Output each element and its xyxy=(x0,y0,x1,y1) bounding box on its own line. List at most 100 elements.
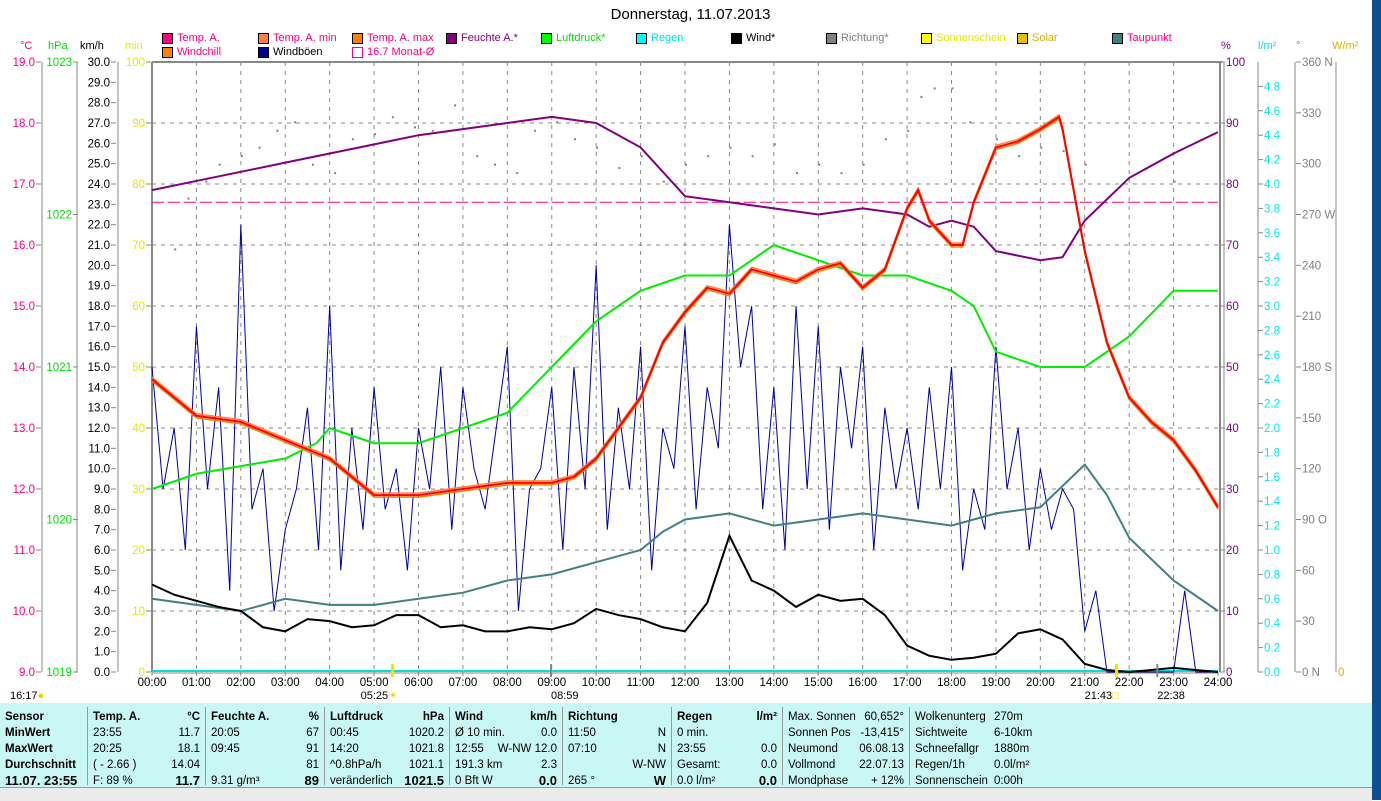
x-tick-label: 07:00 xyxy=(449,677,478,689)
legend-item: Temp. A. max xyxy=(352,32,434,44)
legend-label: 16.7 Monat-Ø xyxy=(367,46,435,58)
table-cell-row: veränderlich 1021.5 xyxy=(325,773,449,789)
table-header: Sensor xyxy=(0,709,87,725)
point-richtung xyxy=(454,104,457,107)
legend-swatch xyxy=(1112,32,1123,44)
point-richtung xyxy=(969,121,972,124)
point-richtung xyxy=(556,121,559,124)
cell-value: 1021.5 xyxy=(404,773,444,788)
table-cell-row: Schneefallgr 1880m xyxy=(910,741,1040,757)
axis-label-direction: 270 W xyxy=(1302,210,1335,222)
point-richtung xyxy=(920,95,923,98)
axis-label-rain: 0.4 xyxy=(1264,618,1281,630)
table-cell-row: 0.0 l/m² 0.0 xyxy=(672,773,782,789)
cell-value: 67 xyxy=(306,727,319,739)
point-richtung xyxy=(933,87,936,90)
table-column-humidity: Feuchte A.% 20:05 67 09:45 91 81 9.31 g/m³ 89 xyxy=(206,707,325,788)
axis-label-humidity: 60 xyxy=(1226,301,1239,313)
axis-label-wind: 19.0 xyxy=(88,281,110,293)
cell-value: 1021.8 xyxy=(408,743,444,755)
table-cell-row: 9.31 g/m³ 89 xyxy=(206,773,324,789)
column-header: Wind xyxy=(455,711,483,723)
table-header: Richtung xyxy=(563,709,671,725)
point-richtung xyxy=(294,121,297,124)
axis-label-minutes: 10 xyxy=(132,606,145,618)
axis-label-temp: 11.0 xyxy=(13,545,35,557)
series-luftdruck xyxy=(151,243,1218,490)
cell-label: 11:50 xyxy=(568,727,596,739)
x-tick-label: 10:00 xyxy=(582,677,611,689)
point-richtung xyxy=(240,155,243,158)
axis-label-minutes: 20 xyxy=(132,545,145,557)
cell-label: F: 89 % xyxy=(93,775,133,787)
cell-value: 0.0 xyxy=(761,743,777,755)
point-richtung xyxy=(640,155,643,158)
axis-label-rain: 1.6 xyxy=(1264,472,1280,484)
axis-label-direction: 60 xyxy=(1302,565,1315,577)
legend-swatch xyxy=(258,32,269,44)
legend-item: Temp. A. min xyxy=(258,32,337,44)
table-cell-row: 23:55 11.7 xyxy=(88,725,205,741)
axis-label-rain: 3.4 xyxy=(1264,252,1281,264)
unit-rain: l/m² xyxy=(1258,40,1277,52)
point-richtung xyxy=(662,180,665,183)
table-header: Wind km/h xyxy=(450,709,562,725)
table-column-sun: Max. Sonnen 60,652° Sonnen Pos -13,415° Neum… xyxy=(783,707,910,787)
point-richtung xyxy=(751,155,754,158)
point-richtung xyxy=(1173,180,1176,183)
axis-label-rain: 2.2 xyxy=(1264,399,1280,411)
unit-humidity: % xyxy=(1221,40,1231,52)
table-cell-row: 20:25 18.1 xyxy=(88,741,205,757)
column-header: Sensor xyxy=(5,711,44,723)
summary-panel: Sensor MinWert MaxWert Durchschnitt 11.07. 2… xyxy=(0,703,1372,789)
legend-swatch xyxy=(731,32,742,44)
series-feuchte-a xyxy=(151,115,1219,262)
point-richtung xyxy=(391,116,394,119)
table-cell-row: 07:10 N xyxy=(563,741,671,757)
legend-item: Wind* xyxy=(731,32,775,44)
cell-value: N xyxy=(657,743,666,755)
axis-label-rain: 1.0 xyxy=(1264,545,1280,557)
table-cell-row: Ø 10 min. 0.0 xyxy=(450,725,562,741)
cell-label: 20:25 xyxy=(93,743,122,755)
table-cell-row: Mondphase + 12% xyxy=(783,773,909,789)
unit-wind: km/h xyxy=(80,40,104,52)
cell-value: 1020.2 xyxy=(408,727,444,739)
axis-label-wind: 30.0 xyxy=(88,57,110,69)
table-cell-row: Sonnenschein 0:00h xyxy=(910,773,1040,789)
axis-label-rain: 0.6 xyxy=(1264,594,1280,606)
cell-label: Mondphase xyxy=(788,775,849,787)
table-cell-row: 0 min. xyxy=(672,725,782,741)
unit-direction: ° xyxy=(1296,40,1301,52)
axis-label-minutes: 0 xyxy=(139,667,145,679)
moonset-time: 22:38 xyxy=(1157,690,1185,702)
legend-swatch xyxy=(1017,32,1028,44)
axis-label-direction: 360 N xyxy=(1302,57,1333,69)
cell-label: Wolkenunterg xyxy=(915,711,986,723)
cell-value: + 12% xyxy=(871,775,904,787)
x-tick-label: 13:00 xyxy=(715,677,744,689)
axis-label-direction: 300 xyxy=(1302,159,1321,171)
axis-label-wind: 14.0 xyxy=(88,382,110,394)
x-tick-label: 23:00 xyxy=(1159,677,1188,689)
row-label-text: MaxWert xyxy=(5,743,53,755)
cell-label: 0 min. xyxy=(677,727,709,739)
column-header: Temp. A. xyxy=(93,711,141,723)
axis-label-humidity: 10 xyxy=(1226,606,1239,618)
cell-value: 14.04 xyxy=(171,759,200,771)
x-tick-label: 09:00 xyxy=(537,677,566,689)
cell-value: 91 xyxy=(306,743,319,755)
legend-label: Solar xyxy=(1032,32,1058,44)
moonset-time-text: 22:38 xyxy=(1157,690,1185,702)
table-cell-row: 00:45 1020.2 xyxy=(325,725,449,741)
cell-label: 0 Bft W xyxy=(455,775,493,787)
x-tick-label: 12:00 xyxy=(671,677,700,689)
point-richtung xyxy=(414,126,417,129)
axis-label-minutes: 90 xyxy=(132,118,145,130)
column-unit: °C xyxy=(187,711,200,723)
axis-label-rain: 3.2 xyxy=(1264,277,1280,289)
cell-value: 11.7 xyxy=(175,773,200,788)
axis-label-wind: 23.0 xyxy=(88,199,110,211)
legend-label: Regen xyxy=(651,32,684,44)
axis-label-rain: 2.8 xyxy=(1264,325,1280,337)
